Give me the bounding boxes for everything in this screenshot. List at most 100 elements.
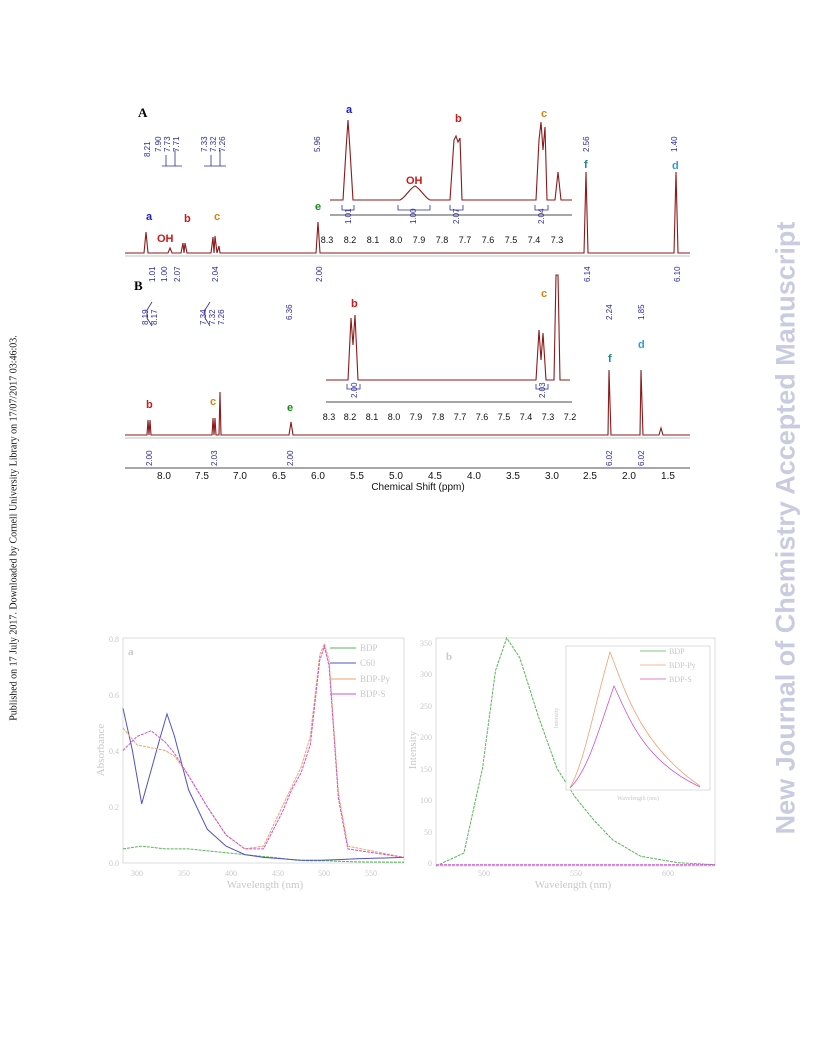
assign-f: f <box>584 159 588 171</box>
x-tick: 5.0 <box>389 471 403 482</box>
peak-label: 7.34 <box>199 309 208 325</box>
panel-a-inset-integrals: 1.01 1.00 2.07 2.04 <box>344 208 546 224</box>
absorption-series <box>122 642 405 863</box>
peak-label: 8.17 <box>150 309 159 325</box>
nmr-figure: A 8.21 7.90 7.73 7.71 7.33 7.32 7.26 5.9… <box>125 104 690 493</box>
x-tick: 4.0 <box>467 471 481 482</box>
panel-b-inset-integrals: 2.00 2.03 <box>350 382 547 398</box>
emission-x-label: Wavelength (nm) <box>535 879 612 891</box>
absorption-y-ticks: 0.0 0.2 0.4 0.6 0.8 <box>109 635 119 868</box>
absorption-x-ticks: 300 350 400 450 500 550 <box>131 869 377 878</box>
y-tick: 0.2 <box>109 803 119 812</box>
x-tick: 500 <box>318 869 330 878</box>
x-tick: 600 <box>662 869 674 878</box>
y-tick: 0.8 <box>109 635 119 644</box>
peak-label: 7.90 <box>154 136 163 152</box>
assign-a: a <box>146 211 153 223</box>
peak-label: 6.36 <box>285 304 294 320</box>
integral: 1.01 <box>148 266 157 282</box>
y-tick: 0 <box>428 859 432 868</box>
x-tick: 6.0 <box>311 471 325 482</box>
legend-bdp-py: BDP-Py <box>360 674 391 684</box>
integral: 2.00 <box>286 450 295 466</box>
legend-bdp-py: BDP-Py <box>669 661 696 670</box>
series-line-bdp <box>435 636 716 867</box>
inset-tick: 7.7 <box>454 412 467 422</box>
emission-inset-curve-bdp-s <box>569 684 701 789</box>
panel-b-inset-assignments: b c <box>351 288 547 310</box>
x-tick: 3.5 <box>506 471 520 482</box>
x-tick: 550 <box>570 869 582 878</box>
x-tick: 8.0 <box>157 471 171 482</box>
x-tick: 7.5 <box>195 471 209 482</box>
inset-assign-b: b <box>455 113 462 125</box>
emission-inset-y-label: Intensity <box>554 708 560 729</box>
y-tick: 300 <box>420 670 432 679</box>
panel-b-inset-ticks: 8.3 8.2 8.1 8.0 7.9 7.8 7.7 7.6 7.5 7.4 … <box>323 412 577 422</box>
absorption-panel-label: a <box>128 646 134 658</box>
integral: 6.10 <box>673 266 682 282</box>
assign-c: c <box>210 396 216 408</box>
assign-c: c <box>214 211 220 223</box>
inset-tick: 7.6 <box>476 412 489 422</box>
x-tick: 550 <box>365 869 377 878</box>
inset-tick: 8.1 <box>366 412 379 422</box>
assign-d: d <box>672 160 679 172</box>
panel-b-inset-integrals-marks <box>346 384 549 390</box>
inset-tick: 7.4 <box>520 412 533 422</box>
peak-label: 1.40 <box>670 136 679 152</box>
assign-f: f <box>608 353 612 365</box>
inset-tick: 7.4 <box>528 235 541 245</box>
peak-label: 8.21 <box>143 141 152 157</box>
panel-a-spectrum <box>125 171 690 254</box>
panel-a-assignments: a OH b c e f d <box>146 159 679 245</box>
panel-b-peak-labels: 8.19 8.17 7.34 7.32 7.26 6.36 2.24 1.85 <box>141 304 646 325</box>
peak-label: 2.24 <box>605 304 614 320</box>
integral: 1.00 <box>160 266 169 282</box>
inset-tick: 8.2 <box>344 235 357 245</box>
y-tick: 0.4 <box>109 747 119 756</box>
y-tick: 250 <box>420 702 432 711</box>
emission-y-ticks: 0 50 100 150 200 250 300 350 <box>420 639 432 868</box>
peak-label: 1.85 <box>637 304 646 320</box>
panel-b-inset: 2.00 2.03 8.3 8.2 8.1 8.0 7.9 7.8 7.7 7.… <box>323 274 577 422</box>
panel-b-label-brackets <box>146 301 211 327</box>
panel-a-inset-spectrum <box>330 119 572 201</box>
series-line-bdp-s <box>122 644 405 858</box>
emission-series <box>435 636 716 867</box>
inset-tick: 7.8 <box>432 412 445 422</box>
emission-frame <box>435 637 716 867</box>
inset-tick: 7.3 <box>542 412 555 422</box>
integral: 6.02 <box>637 450 646 466</box>
integral: 6.14 <box>583 266 592 282</box>
x-tick: 1.5 <box>661 471 675 482</box>
legend-bdp-s: BDP-S <box>360 689 386 699</box>
emission-inset-x-label: Wavelength (nm) <box>617 795 659 802</box>
legend-bdp: BDP <box>360 643 378 653</box>
panel-a-peak-labels: 8.21 7.90 7.73 7.71 7.33 7.32 7.26 5.96 … <box>143 136 679 157</box>
x-tick: 350 <box>178 869 190 878</box>
emission-chart: b Intensity Wavelength (nm) 0 50 100 150… <box>407 636 716 891</box>
panel-a-label-brackets <box>162 150 226 167</box>
inset-tick: 7.9 <box>410 412 423 422</box>
integral: 2.04 <box>211 266 220 282</box>
emission-inset-curve-bdp-py <box>569 650 701 789</box>
inset-integral: 1.01 <box>344 208 353 224</box>
emission-inset: Intensity Wavelength (nm) BDP BDP-Py BDP… <box>554 645 711 802</box>
assign-e: e <box>315 201 321 213</box>
inset-tick: 7.9 <box>413 235 426 245</box>
legend-c60: C60 <box>360 658 376 668</box>
panel-b-inset-spectrum <box>326 274 570 381</box>
peak-label: 7.32 <box>209 136 218 152</box>
peak-label: 7.33 <box>200 136 209 152</box>
inset-integral: 2.00 <box>350 382 359 398</box>
assign-d: d <box>638 339 645 351</box>
peak-label: 7.32 <box>208 309 217 325</box>
peak-label: 5.96 <box>313 136 322 152</box>
legend-bdp-s: BDP-S <box>669 675 692 684</box>
panel-a-label: A <box>138 105 148 120</box>
inset-tick: 8.0 <box>390 235 403 245</box>
emission-panel-label: b <box>446 651 452 663</box>
emission-legend: BDP BDP-Py BDP-S <box>640 647 696 684</box>
peak-label: 7.26 <box>217 309 226 325</box>
